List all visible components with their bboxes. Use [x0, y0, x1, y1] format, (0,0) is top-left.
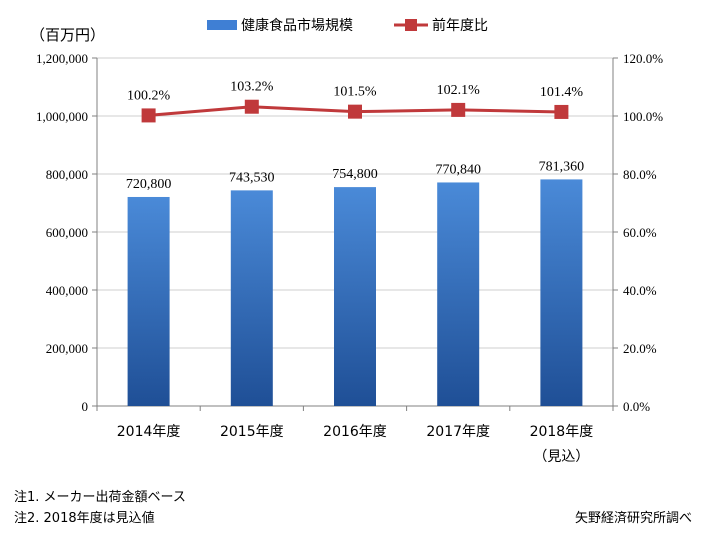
bar-series [127, 179, 583, 406]
x-tick-label: 2016年度 [323, 424, 387, 440]
y-right-tick-label: 0.0% [623, 399, 650, 414]
bar-value-label: 754,800 [332, 167, 378, 182]
line-value-label: 102.1% [437, 83, 481, 98]
line-value-label: 101.4% [540, 85, 584, 100]
bar [127, 196, 170, 406]
legend-line-label: 前年度比 [432, 17, 488, 34]
line-marker [554, 104, 569, 119]
legend-line-marker [405, 19, 417, 31]
bar-value-label: 720,800 [126, 177, 172, 192]
line-value-label: 100.2% [127, 88, 171, 103]
y-right-tick-label: 120.0% [623, 51, 663, 66]
x-tick-label: 2018年度 [530, 424, 594, 440]
line-marker [141, 108, 156, 123]
y-right-tick-label: 20.0% [623, 341, 657, 356]
line-series [141, 99, 569, 123]
bar-value-label: 770,840 [435, 162, 481, 177]
source-note: 矢野経済研究所調べ [574, 511, 692, 526]
line-value-label: 101.5% [333, 85, 377, 100]
legend-bar-label: 健康食品市場規模 [241, 17, 353, 34]
y-right-tick-label: 80.0% [623, 167, 657, 182]
y-right-tick-label: 60.0% [623, 225, 657, 240]
y-left-tick-label: 400,000 [46, 283, 88, 298]
y-left-tick-label: 1,000,000 [36, 109, 88, 124]
line-marker [451, 102, 466, 117]
footnote-1: 注1. メーカー出荷金額ベース [14, 490, 186, 505]
bar-value-label: 743,530 [229, 170, 275, 185]
footnote-2: 注2. 2018年度は見込値 [14, 511, 155, 526]
bar [230, 190, 273, 406]
x-tick-label: 2014年度 [117, 424, 181, 440]
line-value-label: 103.2% [230, 80, 274, 95]
bar [334, 187, 376, 406]
line-marker [244, 99, 259, 114]
legend: 健康食品市場規模 前年度比 [207, 17, 488, 34]
axes: 0 0.0% 200,000 20.0% 400,000 40.0% 600,000 60.0… [36, 51, 663, 465]
y-left-tick-label: 600,000 [46, 225, 88, 240]
line-marker [348, 104, 362, 119]
y-right-tick-label: 100.0% [623, 109, 663, 124]
bar [437, 182, 480, 406]
y-left-tick-label: 0 [82, 399, 89, 414]
data-labels: 720,800 743,530 754,800 770,840 781,360 100.2… [126, 80, 584, 192]
bar-value-label: 781,360 [539, 159, 585, 174]
y-right-tick-label: 40.0% [623, 283, 657, 298]
y-left-tick-label: 800,000 [46, 167, 88, 182]
legend-bar-swatch [207, 20, 237, 30]
y-unit-label: （百万円） [30, 26, 105, 44]
x-tick-sublabel: （見込） [533, 449, 589, 465]
x-tick-label: 2015年度 [220, 424, 284, 440]
bar [540, 179, 583, 406]
x-tick-label: 2017年度 [426, 424, 490, 440]
y-left-tick-label: 200,000 [46, 341, 88, 356]
y-left-tick-label: 1,200,000 [36, 51, 88, 66]
